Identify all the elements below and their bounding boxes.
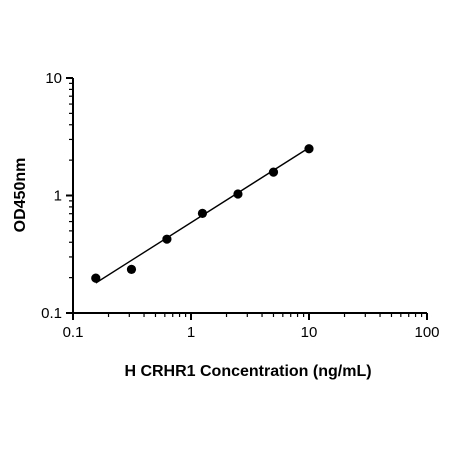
data-point bbox=[126, 264, 137, 274]
data-point bbox=[162, 234, 172, 244]
y-tick-label: 0.1 bbox=[41, 305, 62, 322]
data-point bbox=[197, 208, 208, 218]
y-tick-label: 10 bbox=[45, 70, 62, 87]
x-axis-label: H CRHR1 Concentration (ng/mL) bbox=[124, 363, 371, 380]
x-tick-label: 0.1 bbox=[63, 324, 84, 341]
data-point bbox=[268, 167, 279, 177]
data-point bbox=[91, 273, 101, 283]
y-axis-label: OD450nm bbox=[12, 158, 29, 233]
x-tick-label: 10 bbox=[301, 324, 318, 341]
y-tick-label: 1 bbox=[54, 188, 62, 205]
axes bbox=[66, 77, 428, 320]
tick-labels: 0.1 1 10 100 0.1 1 10 bbox=[41, 70, 439, 341]
data-point bbox=[233, 189, 243, 199]
x-tick-label: 1 bbox=[187, 324, 195, 341]
data-points bbox=[91, 144, 314, 283]
x-tick-label: 100 bbox=[414, 324, 439, 341]
data-point bbox=[304, 144, 314, 154]
